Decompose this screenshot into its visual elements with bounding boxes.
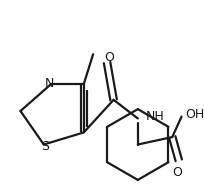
Text: NH: NH <box>145 110 163 123</box>
Text: N: N <box>44 77 54 90</box>
Text: O: O <box>103 51 113 64</box>
Text: S: S <box>41 140 49 153</box>
Text: OH: OH <box>184 108 204 121</box>
Text: O: O <box>171 166 181 179</box>
